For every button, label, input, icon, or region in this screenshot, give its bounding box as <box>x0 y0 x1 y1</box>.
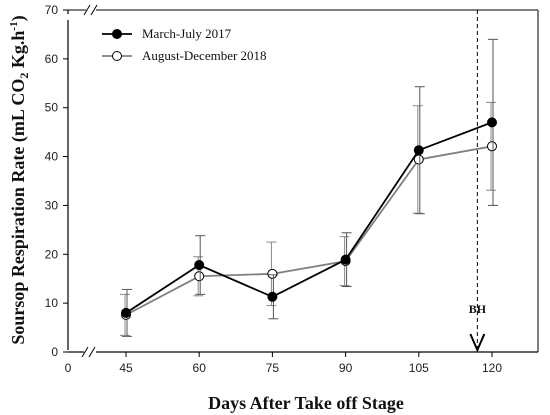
y-tick-label: 60 <box>45 52 59 66</box>
series-2 <box>120 101 497 336</box>
legend-marker-series-2 <box>112 51 122 61</box>
bh-arrow-icon <box>469 333 486 353</box>
series-layer <box>120 38 498 337</box>
legend-item-series-2: August-December 2018 <box>102 48 267 63</box>
series-1 <box>121 38 498 337</box>
data-point <box>194 271 205 282</box>
y-tick-label: 70 <box>45 3 59 17</box>
data-point <box>487 141 497 152</box>
bh-annotation: BH <box>469 10 487 353</box>
x-axis-break-marks <box>81 346 96 358</box>
bh-label: BH <box>469 302 487 316</box>
data-point <box>340 254 351 265</box>
data-point <box>194 260 205 271</box>
x-tick-label: 45 <box>119 361 133 375</box>
x-tick-label: 75 <box>266 361 280 375</box>
legend-label-series-2: August-December 2018 <box>142 48 267 63</box>
series-line <box>125 121 493 314</box>
data-point <box>487 117 497 128</box>
legend: March-July 2017 August-December 2018 <box>102 26 267 63</box>
x-tick-label: 60 <box>193 361 207 375</box>
x-tick-label: 90 <box>339 361 353 375</box>
y-tick-label: 50 <box>45 101 59 115</box>
legend-item-series-1: March-July 2017 <box>102 26 232 41</box>
x-axis-ticks: 0 45 60 75 90 105 120 <box>65 352 502 375</box>
data-point <box>267 268 278 279</box>
top-axis-break-marks <box>83 4 98 16</box>
y-tick-label: 30 <box>45 198 59 212</box>
x-axis-title: Days After Take off Stage <box>208 393 404 413</box>
y-tick-label: 20 <box>45 247 59 261</box>
y-axis-title: Soursop Respiration Rate (mL CO2 Kg.h-1) <box>8 15 31 344</box>
x-tick-label: 105 <box>409 361 429 375</box>
y-tick-label: 40 <box>45 150 59 164</box>
x-tick-label: 120 <box>482 361 502 375</box>
series-line <box>125 145 493 316</box>
legend-label-series-1: March-July 2017 <box>142 26 232 41</box>
x-tick-label: 0 <box>65 361 72 375</box>
data-point <box>121 307 131 318</box>
y-tick-label: 10 <box>45 296 59 310</box>
y-axis-ticks: 0 10 20 30 40 50 60 70 <box>45 3 68 359</box>
data-point <box>413 145 424 156</box>
data-point <box>267 291 278 302</box>
y-tick-label: 0 <box>51 345 58 359</box>
legend-marker-series-1 <box>112 29 122 39</box>
